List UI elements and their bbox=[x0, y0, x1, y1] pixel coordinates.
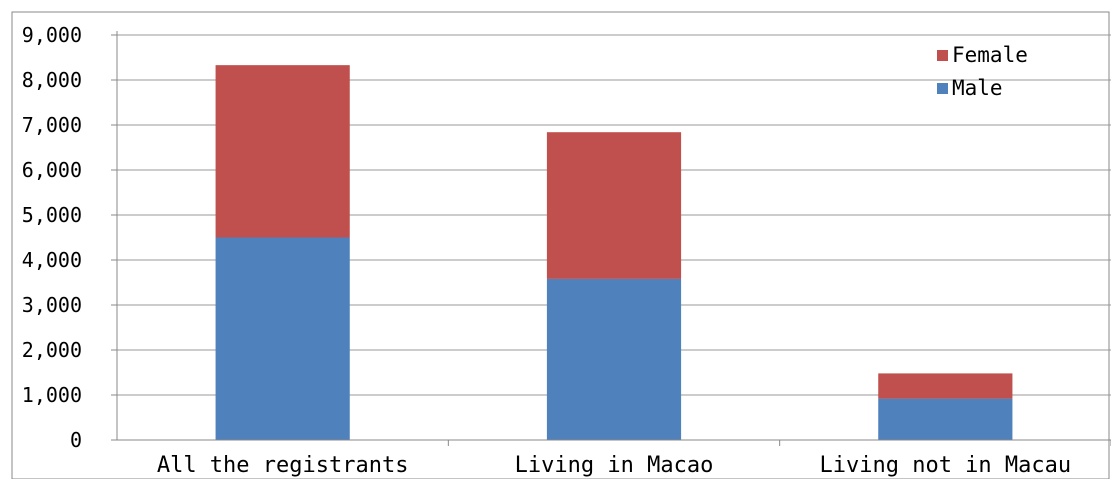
y-tick-label: 4,000 bbox=[22, 248, 82, 272]
bar-female-segment bbox=[546, 132, 682, 279]
legend: Female Male bbox=[937, 43, 1028, 100]
bar-male-segment bbox=[546, 278, 682, 440]
bar-female-segment bbox=[215, 65, 350, 238]
legend-label-female: Female bbox=[952, 43, 1028, 67]
y-tick-label: 1,000 bbox=[22, 383, 82, 407]
y-tick-label: 0 bbox=[70, 428, 82, 452]
bar-male-segment bbox=[878, 398, 1013, 440]
x-tick-label: Living not in Macau bbox=[819, 453, 1071, 478]
y-tick-label: 5,000 bbox=[22, 203, 82, 227]
y-tick-label: 6,000 bbox=[22, 158, 82, 182]
y-tick-label: 2,000 bbox=[22, 338, 82, 362]
y-axis-tick-labels: 0 1,000 2,000 3,000 4,000 5,000 6,000 7,000 8,00… bbox=[22, 23, 117, 452]
x-axis-tick-labels: All the registrants Living in Macao Living… bbox=[157, 440, 1111, 478]
legend-label-male: Male bbox=[952, 76, 1003, 100]
bar-male-segment bbox=[215, 237, 350, 440]
y-tick-label: 7,000 bbox=[22, 113, 82, 137]
x-tick-label: Living in Macao bbox=[515, 453, 714, 478]
y-tick-label: 9,000 bbox=[22, 23, 82, 47]
legend-swatch-male bbox=[937, 83, 948, 94]
bar-female-segment bbox=[878, 373, 1013, 399]
legend-swatch-female bbox=[937, 50, 948, 61]
x-tick-label: All the registrants bbox=[157, 453, 409, 478]
axes bbox=[116, 31, 1111, 441]
y-tick-label: 8,000 bbox=[22, 68, 82, 92]
y-tick-label: 3,000 bbox=[22, 293, 82, 317]
bars bbox=[215, 65, 1013, 440]
